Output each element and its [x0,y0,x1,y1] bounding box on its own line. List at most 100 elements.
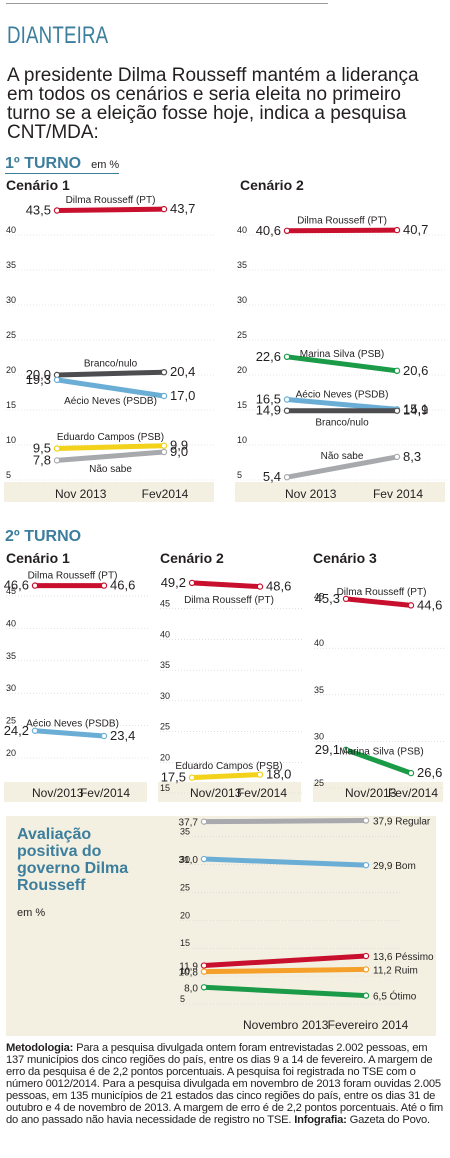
series-name-label: Eduardo Campos (PSB) [175,761,282,772]
data-label: 20,4 [170,364,195,379]
x-category-label: Fev/2014 [388,786,438,800]
methodology-text: Para a pesquisa divulgada ontem foram en… [6,1042,444,1126]
section-second-round-label: 2º TURNO [5,528,82,545]
category-strip [4,782,147,802]
chart-title: Cenário 1 [6,550,70,566]
methodology-note: Metodologia: Para a pesquisa divulgada o… [6,1042,446,1126]
data-label: 13,6 Péssimo [373,952,434,963]
y-tick-label: 40 [160,629,170,639]
series-name-label: Branco/nulo [84,359,138,370]
data-label: 18,0 [266,767,291,782]
data-point [362,861,370,869]
y-tick-label: 20 [6,365,16,375]
series-line [284,227,400,234]
data-label: 17,0 [170,388,195,403]
y-tick-label: 20 [160,752,170,762]
x-category-label: Nov/2013 [190,786,242,800]
section-first-round-label: 1º TURNO [5,155,82,172]
y-tick-label: 30 [314,731,324,741]
x-category-label: Fevereiro 2014 [328,1018,409,1032]
y-tick-label: 40 [237,225,247,235]
data-point [362,817,370,824]
data-label: 20,6 [403,363,428,378]
y-tick-label: 35 [6,260,16,270]
x-category-label: Novembro 2013 [243,1018,329,1032]
data-point [31,727,39,734]
y-tick-label: 15 [237,400,247,410]
data-point [100,582,108,589]
category-strip [313,782,443,802]
x-category-label: Nov 2013 [285,487,337,501]
data-point [362,992,370,999]
data-point [362,966,370,973]
data-point [200,984,208,991]
data-point [188,579,196,587]
data-label: 6,5 Ótimo [373,990,417,1003]
y-tick-label: 10 [180,966,190,976]
data-label: 14,9 [403,403,428,418]
data-point [283,227,291,234]
series-name-label: Dilma Rousseff (PT) [184,595,274,606]
data-label: 43,5 [26,203,51,218]
series-name-label: Eduardo Campos (PSB) [57,432,164,443]
series-line [54,443,167,451]
data-point [393,453,401,461]
x-category-label: Fev/2014 [80,786,130,800]
data-label: 14,9 [256,403,281,418]
data-label: 9,9 [170,438,188,453]
y-tick-label: 35 [314,685,324,695]
evaluation-panel [6,816,436,1036]
data-point [283,474,291,481]
series-line [201,818,369,825]
y-tick-label: 25 [6,330,16,340]
x-category-label: Nov/2013 [32,786,84,800]
data-label: 29,9 Bom [373,861,416,872]
x-category-label: Nov/2013 [345,786,397,800]
kicker-title: DIANTEIRA [7,22,109,49]
series-name-label: Não sabe [321,451,364,462]
data-label: 11,9 [179,962,198,973]
data-point [200,968,208,975]
data-label: 22,6 [256,349,281,364]
series-line [201,953,369,969]
data-point [31,582,39,589]
data-label: 7,8 [33,452,51,467]
data-point [53,207,61,214]
chart-title: Cenário 2 [160,550,224,566]
data-label: 11,2 Ruim [373,965,418,976]
data-label: 46,6 [4,578,29,593]
data-point [53,445,61,452]
y-tick-label: 45 [160,599,170,609]
y-tick-label: 45 [6,586,16,596]
series-line [201,984,369,999]
data-point [283,396,291,403]
data-label: 44,6 [417,597,442,612]
data-point [160,442,168,449]
chart-2: Cenário 2 5 10 15 20 25 30 35 40 Nov 2013 Fev 2014… [235,177,447,502]
data-label: 48,6 [266,579,291,594]
series-line [284,354,400,374]
series-line [54,377,167,399]
series-line [343,747,414,776]
data-point [256,771,264,778]
y-tick-label: 5 [237,470,242,480]
series-name-label: Marina Silva (PSB) [339,746,423,757]
chart-1: Cenário 1 5 10 15 20 25 30 35 40 Nov 2013 Fev2014 4… [4,177,216,502]
series-name-label: Dilma Rousseff (PT) [337,587,427,598]
y-tick-label: 30 [237,295,247,305]
section-first-round-unit: em % [91,159,120,171]
y-tick-label: 15 [160,783,170,793]
data-point [342,746,350,753]
charts-canvas: Cenário 1 5 10 15 20 25 30 35 40 Nov 2013 Fev2014 4… [4,177,447,1032]
y-tick-label: 20 [180,910,190,920]
series-line [32,728,107,739]
y-tick-label: 35 [180,827,190,837]
evaluation-title: Avaliação positiva do governo Dilma Rous… [17,826,129,894]
data-label: 37,9 Regular [373,817,431,828]
data-point [393,407,401,414]
data-label: 9,5 [33,441,51,456]
series-line [201,856,369,868]
y-tick-label: 40 [314,638,324,648]
